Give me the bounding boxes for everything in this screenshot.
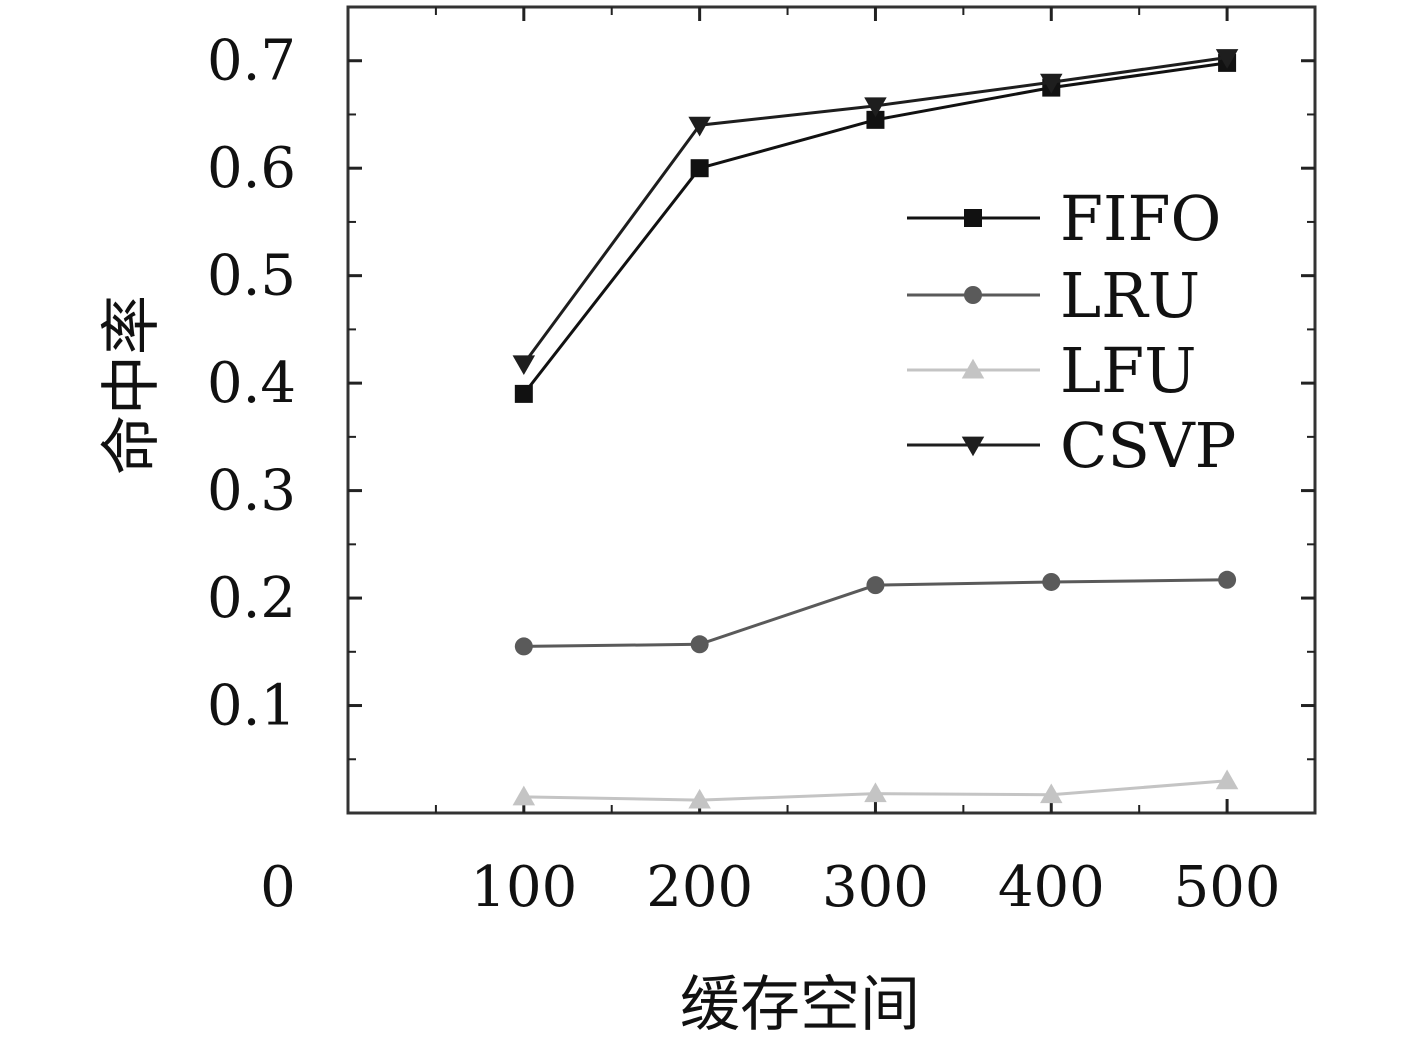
legend-marker <box>961 358 985 379</box>
y-tick-label: 0.2 <box>207 566 296 631</box>
y-tick-label: 0.1 <box>207 674 296 739</box>
x-tick-label: 0 <box>260 855 296 920</box>
y-tick-label: 0.3 <box>207 459 296 524</box>
plot-frame <box>346 5 1317 815</box>
series-lru <box>514 570 1237 656</box>
data-point <box>1040 73 1063 94</box>
legend-marker <box>961 436 985 457</box>
series-csvp <box>512 49 1239 376</box>
data-point <box>866 110 885 129</box>
legend-label: LRU <box>1060 259 1200 332</box>
y-axis-label: 命中率 <box>97 295 167 475</box>
x-axis-label: 缓存空间 <box>680 970 920 1039</box>
legend-label: CSVP <box>1060 409 1236 482</box>
data-point <box>864 97 887 118</box>
data-point <box>1215 49 1239 69</box>
y-tick-label: 0.7 <box>207 29 296 94</box>
data-point <box>512 355 536 376</box>
data-point <box>688 116 711 137</box>
x-tick-label: 200 <box>646 855 753 920</box>
data-point <box>514 384 533 403</box>
legend-marker <box>964 286 982 304</box>
data-point <box>1040 783 1063 804</box>
x-tick-label: 300 <box>822 855 929 920</box>
data-point <box>1218 570 1237 589</box>
data-point <box>1215 769 1239 790</box>
data-point <box>690 635 709 654</box>
data-point <box>864 782 887 803</box>
legend-item-lfu: LFU <box>907 334 1196 407</box>
y-tick-label: 0.6 <box>207 136 296 201</box>
legend-item-fifo: FIFO <box>907 182 1221 255</box>
x-tick-label: 400 <box>998 855 1105 920</box>
data-point <box>690 159 709 178</box>
data-point <box>688 788 711 809</box>
legend-marker <box>964 209 982 227</box>
data-point <box>512 785 536 806</box>
legend-label: LFU <box>1060 334 1196 407</box>
x-tick-label: 100 <box>470 855 577 920</box>
data-point <box>514 637 533 656</box>
data-point <box>1042 572 1061 591</box>
y-tick-label: 0.5 <box>207 244 296 309</box>
legend-item-lru: LRU <box>907 259 1200 332</box>
y-tick-label: 0.4 <box>207 351 296 416</box>
legend-label: FIFO <box>1060 182 1221 255</box>
legend-item-csvp: CSVP <box>907 409 1236 482</box>
x-tick-label: 500 <box>1174 855 1281 920</box>
series-lfu <box>512 769 1239 809</box>
data-point <box>866 576 885 595</box>
